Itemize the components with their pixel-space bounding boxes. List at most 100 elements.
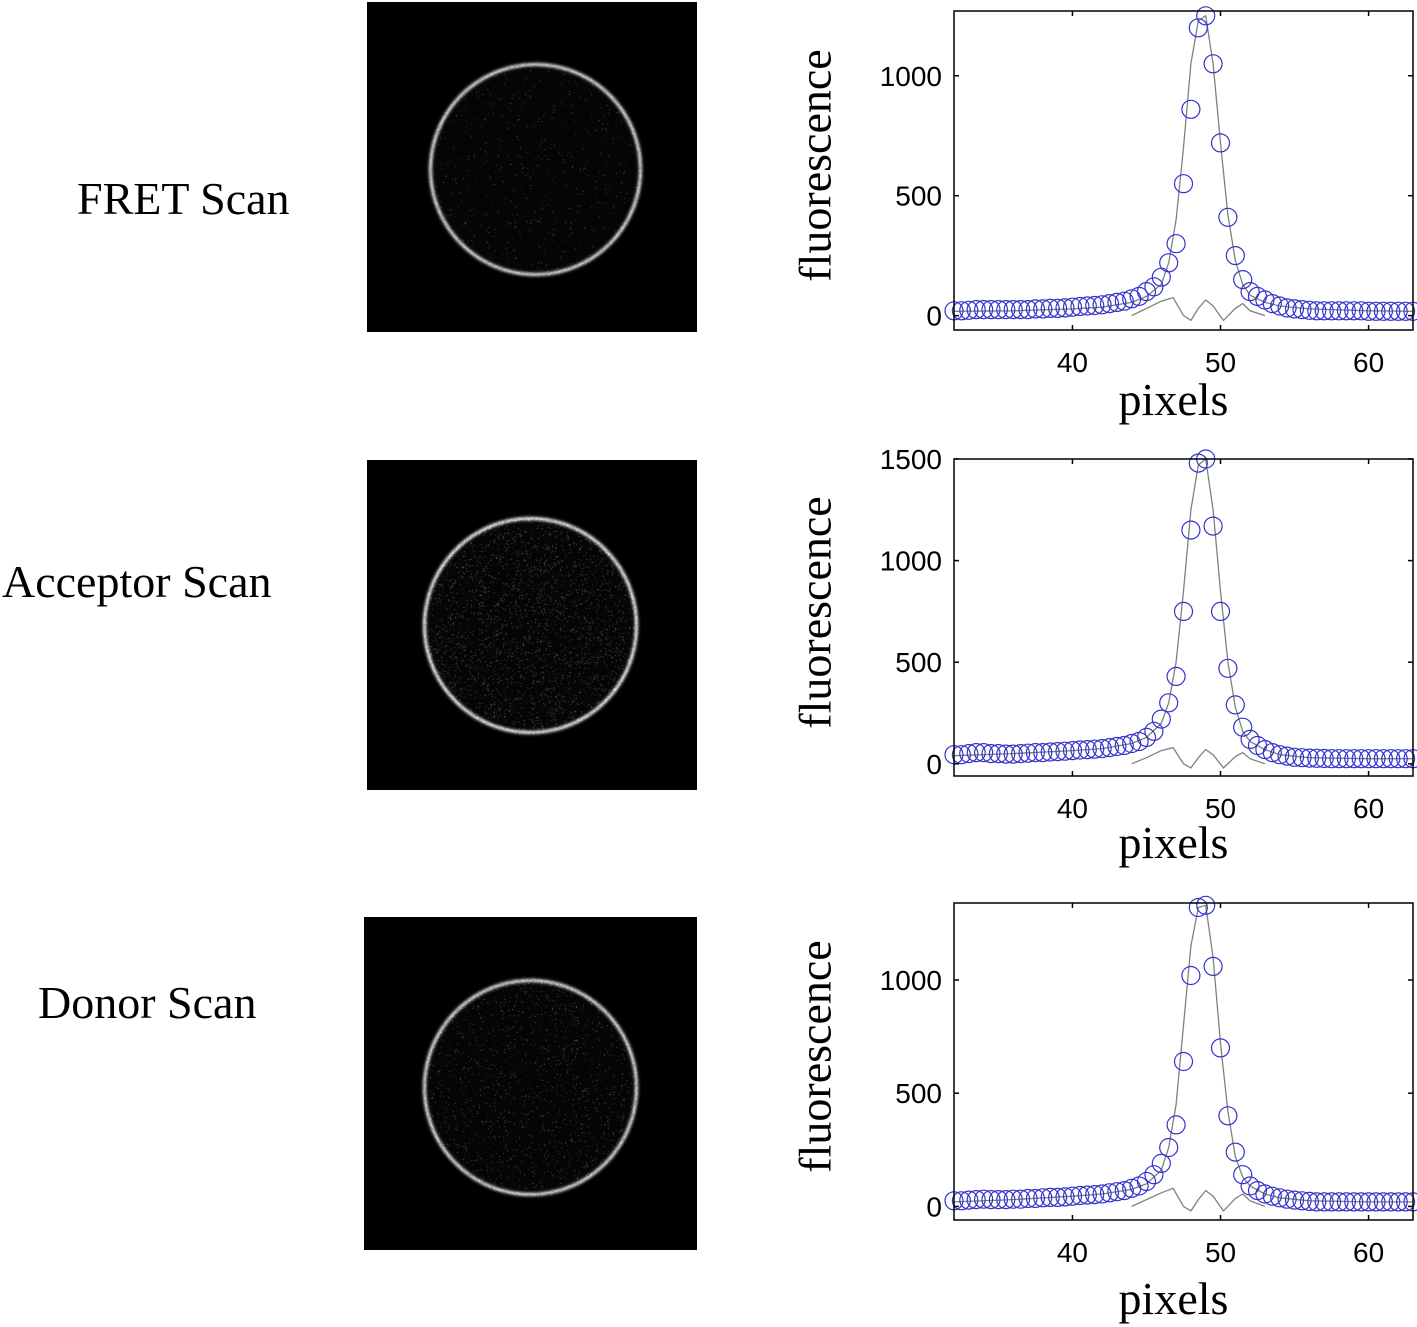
chart-1-y-tick-label: 0 xyxy=(926,749,942,780)
chart-1-data-point xyxy=(1225,695,1245,715)
chart-0-x-axis-label: pixels xyxy=(1119,374,1229,425)
chart-1-axes-box xyxy=(953,458,1414,777)
chart-1-data-point xyxy=(1010,743,1031,764)
chart-2-data-point xyxy=(1388,1192,1408,1212)
chart-1-data-point xyxy=(1388,749,1408,769)
chart-2-data-point xyxy=(1358,1192,1379,1212)
chart-0-data-point xyxy=(1292,300,1312,320)
chart-0-data-point xyxy=(1159,253,1179,273)
chart-2-data-point xyxy=(1018,1188,1038,1209)
chart-1-data-point xyxy=(1040,742,1060,762)
chart-2-data-point xyxy=(1196,895,1216,915)
chart-0-data-point xyxy=(1218,207,1238,227)
chart-2-data-point xyxy=(1114,1180,1134,1201)
chart-2-data-point xyxy=(1173,1051,1194,1072)
chart-2-data-point xyxy=(1033,1188,1053,1208)
chart-0-data-point xyxy=(1284,299,1305,319)
chart-0-data-point xyxy=(1062,297,1083,317)
chart-2-data-point xyxy=(1159,1137,1179,1158)
chart-1-data-point xyxy=(966,742,986,763)
chart-1-data-point xyxy=(1144,721,1164,741)
chart-0-y-tick-label: 0 xyxy=(926,301,942,332)
chart-2-data-point xyxy=(1255,1184,1275,1204)
chart-0-x-tick-label: 50 xyxy=(1205,347,1236,378)
chart-1-fit-line-1 xyxy=(953,457,1413,760)
chart-0-y-axis-label: fluorescence xyxy=(790,49,841,281)
chart-2-data-point xyxy=(1003,1189,1023,1209)
chart-2-data-point xyxy=(1262,1186,1282,1206)
chart-0-data-point xyxy=(1299,300,1320,320)
chart-1-data-point xyxy=(1055,741,1075,761)
chart-2-data-point xyxy=(1203,956,1223,977)
chart-2-data-point xyxy=(951,1191,972,1211)
chart-1-data-point xyxy=(1373,749,1394,769)
chart-2-x-tick-label: 40 xyxy=(1057,1237,1088,1268)
chart-2-data-point xyxy=(1107,1182,1127,1202)
chart-0-data-point xyxy=(1329,301,1349,321)
chart-1-data-point xyxy=(1358,749,1379,769)
chart-1-data-point xyxy=(1166,666,1186,687)
chart-2-data-point xyxy=(1136,1171,1157,1192)
chart-0-data-point xyxy=(1144,277,1164,297)
chart-2-data-point xyxy=(1040,1187,1060,1208)
chart-2-fit-line-1 xyxy=(953,904,1413,1203)
chart-0-fit-line-2 xyxy=(1131,296,1266,322)
chart-0-data-point xyxy=(1388,301,1408,321)
chart-2-data-point xyxy=(1085,1184,1105,1205)
chart-2-data-point xyxy=(1225,1142,1245,1162)
chart-2-data-point xyxy=(1381,1192,1401,1212)
chart-1-data-point xyxy=(1262,742,1282,763)
donor-scan-image xyxy=(364,917,697,1250)
chart-1-data-point xyxy=(1070,740,1090,760)
chart-2-data-point xyxy=(1144,1165,1164,1185)
chart-2-data-point xyxy=(988,1189,1009,1210)
chart-0-data-point xyxy=(1003,300,1023,320)
chart-0-data-point xyxy=(1040,298,1060,318)
chart-0-data-point xyxy=(1055,298,1075,318)
chart-1-data-point xyxy=(1395,749,1416,769)
chart-2-data-point xyxy=(1092,1184,1112,1204)
chart-0-data-point xyxy=(1225,246,1245,266)
chart-1-data-point xyxy=(1329,749,1349,769)
chart-2-data-point xyxy=(973,1189,994,1209)
chart-2-data-point xyxy=(1299,1191,1320,1212)
chart-2-y-tick-label: 500 xyxy=(895,1078,942,1109)
chart-0-data-point xyxy=(1010,300,1031,320)
chart-1-y-tick-label: 1500 xyxy=(880,444,942,475)
chart-1-data-point xyxy=(1099,737,1120,758)
chart-1-data-point xyxy=(1218,658,1238,678)
chart-0-y-tick-label: 500 xyxy=(895,181,942,212)
chart-2-data-point xyxy=(1055,1187,1075,1207)
chart-0-data-point xyxy=(1321,301,1342,321)
chart-0-data-point xyxy=(1270,296,1290,316)
chart-2-data-point xyxy=(996,1189,1016,1210)
chart-1-data-point xyxy=(1085,739,1105,759)
chart-1-data-point xyxy=(1092,738,1112,759)
chart-0-data-point xyxy=(1092,295,1112,315)
chart-0-fit-line-1 xyxy=(953,14,1414,312)
chart-2-data-point xyxy=(1336,1192,1357,1212)
chart-0-data-point xyxy=(1381,301,1401,321)
chart-2-axes-box xyxy=(953,902,1414,1221)
row-label-acceptor: Acceptor Scan xyxy=(2,556,272,607)
chart-1-data-point xyxy=(1047,741,1068,762)
chart-2-data-point xyxy=(1292,1191,1312,1211)
chart-0-data-point xyxy=(1107,292,1127,312)
chart-1-y-tick-label: 500 xyxy=(895,647,942,678)
chart-1-data-point xyxy=(1062,740,1083,761)
chart-1-data-point xyxy=(973,742,994,763)
chart-0-data-point xyxy=(1314,301,1334,321)
chart-1-data-point xyxy=(1277,746,1297,766)
chart-0-data-point xyxy=(966,300,986,320)
chart-0-x-tick-label: 40 xyxy=(1057,347,1088,378)
chart-1-data-point xyxy=(981,743,1001,764)
chart-1-data-point xyxy=(1321,749,1342,769)
chart-2-data-point xyxy=(1077,1185,1097,1205)
chart-1-data-point xyxy=(1181,520,1201,540)
chart-1-data-point xyxy=(1314,748,1334,769)
chart-0-data-point xyxy=(1077,296,1097,316)
chart-2-data-point xyxy=(1181,965,1201,986)
chart-2-data-point xyxy=(1070,1185,1090,1206)
chart-2-data-point xyxy=(1210,1038,1231,1058)
